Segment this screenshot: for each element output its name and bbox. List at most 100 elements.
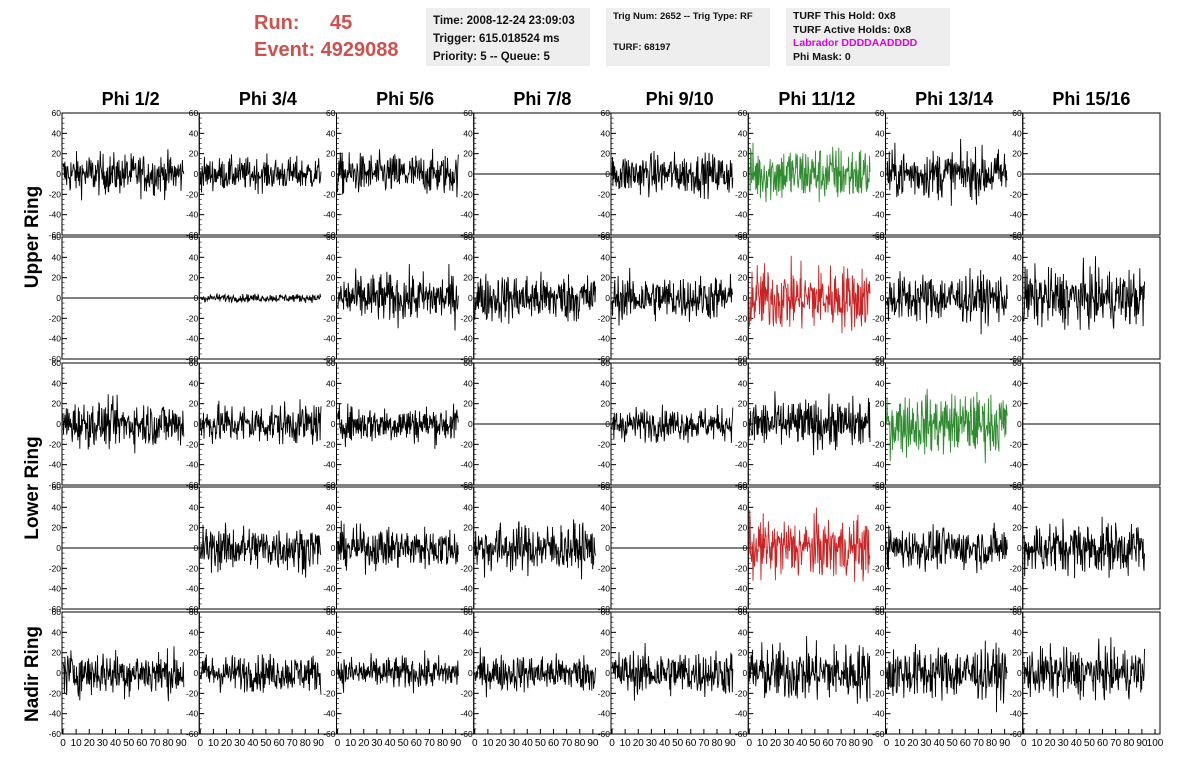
y-tick-label: 20 <box>601 273 611 283</box>
x-tick-label: 40 <box>247 738 259 749</box>
y-tick-label: 60 <box>189 108 199 118</box>
y-tick-label: -40 <box>1009 210 1022 220</box>
y-tick-label: 0 <box>468 543 473 553</box>
y-tick-label: -20 <box>735 563 748 573</box>
y-tick-label: -60 <box>323 480 336 490</box>
x-tick-label: 80 <box>300 738 312 749</box>
y-tick-label: 0 <box>605 543 610 553</box>
waveform-trace <box>474 647 596 698</box>
y-tick-label: 20 <box>326 399 336 409</box>
y-tick-label: -20 <box>735 688 748 698</box>
y-tick-label: -40 <box>872 210 885 220</box>
y-tick-label: -60 <box>872 354 885 364</box>
x-tick-label: 20 <box>633 738 645 749</box>
y-tick-label: 40 <box>601 128 611 138</box>
y-tick-label: 40 <box>738 627 748 637</box>
x-tick-label: 50 <box>123 738 135 749</box>
turf-active-holds-text: TURF Active Holds: 0x8 <box>793 23 912 36</box>
y-tick-label: 40 <box>738 128 748 138</box>
y-tick-label: 40 <box>189 502 199 512</box>
y-tick-label: -40 <box>186 210 199 220</box>
x-tick-label: 70 <box>973 738 985 749</box>
x-tick-label: 30 <box>783 738 795 749</box>
y-tick-label: -40 <box>872 709 885 719</box>
x-tick-label: 50 <box>672 738 684 749</box>
x-tick-label: 90 <box>725 738 737 749</box>
waveform-trace <box>886 640 1008 713</box>
waveform-trace <box>748 636 871 704</box>
y-tick-label: -40 <box>49 210 62 220</box>
x-tick-label: 70 <box>698 738 710 749</box>
y-tick-label: -40 <box>598 460 611 470</box>
y-tick-label: -40 <box>323 210 336 220</box>
y-tick-label: 20 <box>189 648 199 658</box>
x-tick-label: 70 <box>836 738 848 749</box>
y-tick-label: 0 <box>194 419 199 429</box>
y-tick-label: -20 <box>49 439 62 449</box>
y-tick-label: -20 <box>186 313 199 323</box>
x-tick-label: 90 <box>587 738 599 749</box>
y-tick-label: 20 <box>52 273 62 283</box>
y-tick-label: 40 <box>601 502 611 512</box>
y-tick-label: 0 <box>880 668 885 678</box>
y-tick-label: 20 <box>738 399 748 409</box>
x-tick-label: 50 <box>260 738 272 749</box>
y-tick-label: 60 <box>738 482 748 492</box>
y-tick-label: 20 <box>1012 648 1022 658</box>
x-tick-label: 30 <box>234 738 246 749</box>
y-tick-label: 0 <box>880 169 885 179</box>
y-tick-label: 40 <box>1012 378 1022 388</box>
x-tick-label: 10 <box>208 738 220 749</box>
y-tick-label: -60 <box>1009 729 1022 739</box>
y-tick-label: -20 <box>323 313 336 323</box>
y-tick-label: 60 <box>52 482 62 492</box>
x-tick-label: 30 <box>920 738 932 749</box>
x-tick-label: 30 <box>1058 738 1070 749</box>
y-tick-label: -60 <box>49 729 62 739</box>
y-tick-label: 60 <box>601 482 611 492</box>
y-tick-label: 0 <box>743 169 748 179</box>
y-tick-label: 40 <box>189 128 199 138</box>
y-tick-label: -40 <box>1009 709 1022 719</box>
y-tick-label: -40 <box>49 334 62 344</box>
y-tick-label: 0 <box>880 293 885 303</box>
waveform-trace <box>62 394 185 454</box>
y-tick-label: -20 <box>598 688 611 698</box>
y-tick-label: 0 <box>1017 169 1022 179</box>
turf-text: TURF: 68197 <box>613 42 671 53</box>
y-tick-label: -20 <box>186 563 199 573</box>
x-tick-label: 50 <box>398 738 410 749</box>
y-tick-label: -20 <box>186 688 199 698</box>
y-tick-label: -40 <box>186 460 199 470</box>
x-tick-label: 60 <box>411 738 423 749</box>
y-tick-label: 60 <box>463 108 473 118</box>
y-tick-label: 20 <box>189 149 199 159</box>
turf-info-box: TURF This Hold: 0x8 TURF Active Holds: 0… <box>786 8 950 66</box>
waveform-trace <box>474 519 596 580</box>
x-tick-label: 20 <box>358 738 370 749</box>
waveform-trace <box>474 271 596 324</box>
y-tick-label: 60 <box>875 358 885 368</box>
x-tick-label: 90 <box>176 738 188 749</box>
y-tick-label: 0 <box>1017 419 1022 429</box>
x-tick-label: 60 <box>136 738 148 749</box>
y-tick-label: 60 <box>189 607 199 617</box>
y-tick-label: 60 <box>189 232 199 242</box>
waveform-trace <box>337 650 459 694</box>
y-tick-label: -40 <box>460 210 473 220</box>
y-tick-label: 20 <box>1012 523 1022 533</box>
y-tick-label: -20 <box>872 688 885 698</box>
y-tick-label: -20 <box>49 688 62 698</box>
y-tick-label: -40 <box>735 460 748 470</box>
y-tick-label: -20 <box>735 189 748 199</box>
y-tick-label: 0 <box>56 293 61 303</box>
x-tick-label: 70 <box>1110 738 1122 749</box>
x-tick-label: 0 <box>1021 738 1027 749</box>
y-tick-label: -60 <box>49 480 62 490</box>
y-tick-label: -60 <box>735 230 748 240</box>
y-tick-label: 40 <box>463 128 473 138</box>
x-tick-label: 80 <box>711 738 723 749</box>
column-header-2: Phi 3/4 <box>239 89 297 109</box>
y-tick-label: 20 <box>463 399 473 409</box>
y-tick-label: -40 <box>49 584 62 594</box>
